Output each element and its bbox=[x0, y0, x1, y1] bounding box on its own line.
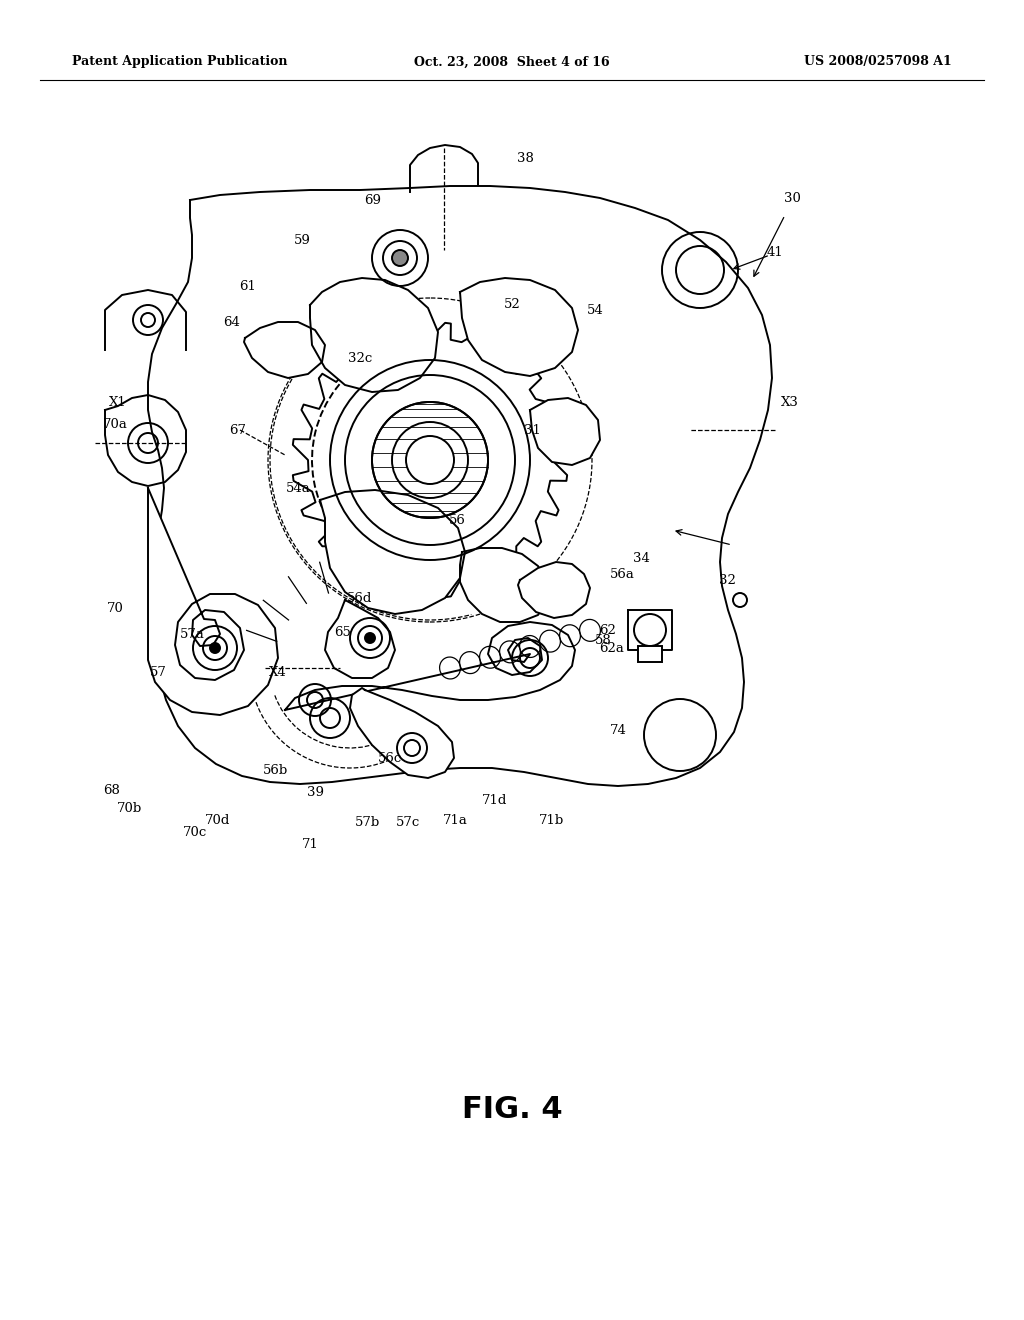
Polygon shape bbox=[460, 279, 578, 376]
Circle shape bbox=[392, 249, 408, 267]
Text: 70b: 70b bbox=[118, 801, 142, 814]
Text: 67: 67 bbox=[229, 424, 247, 437]
Polygon shape bbox=[518, 562, 590, 618]
Text: 54a: 54a bbox=[286, 482, 310, 495]
Polygon shape bbox=[319, 490, 465, 614]
Polygon shape bbox=[148, 488, 278, 715]
Text: 52: 52 bbox=[504, 298, 520, 312]
Text: 70d: 70d bbox=[206, 813, 230, 826]
Bar bbox=[638, 645, 662, 663]
Text: X1: X1 bbox=[110, 396, 127, 409]
Text: Patent Application Publication: Patent Application Publication bbox=[72, 55, 288, 69]
Text: 71d: 71d bbox=[482, 793, 508, 807]
Text: 41: 41 bbox=[767, 246, 783, 259]
Polygon shape bbox=[148, 186, 772, 785]
Text: 34: 34 bbox=[633, 552, 650, 565]
Text: 32: 32 bbox=[719, 573, 735, 586]
Polygon shape bbox=[244, 322, 325, 378]
Text: 56a: 56a bbox=[609, 569, 635, 582]
Text: 58: 58 bbox=[595, 634, 611, 647]
Text: 70a: 70a bbox=[102, 418, 127, 432]
Text: 65: 65 bbox=[335, 626, 351, 639]
Text: 54: 54 bbox=[587, 304, 603, 317]
Text: 69: 69 bbox=[365, 194, 382, 206]
Text: 71: 71 bbox=[301, 838, 318, 851]
Text: 64: 64 bbox=[223, 315, 241, 329]
Text: 32c: 32c bbox=[348, 351, 372, 364]
Circle shape bbox=[372, 403, 488, 517]
Text: 74: 74 bbox=[609, 723, 627, 737]
Text: 71a: 71a bbox=[442, 813, 467, 826]
Text: 71b: 71b bbox=[540, 813, 564, 826]
Text: 68: 68 bbox=[103, 784, 121, 796]
Text: 57c: 57c bbox=[396, 816, 420, 829]
Text: 39: 39 bbox=[306, 785, 324, 799]
Polygon shape bbox=[530, 399, 600, 465]
Text: 70: 70 bbox=[106, 602, 124, 615]
Text: US 2008/0257098 A1: US 2008/0257098 A1 bbox=[804, 55, 952, 69]
Text: 61: 61 bbox=[240, 280, 256, 293]
Text: 56: 56 bbox=[449, 513, 466, 527]
Text: X3: X3 bbox=[781, 396, 799, 408]
Polygon shape bbox=[460, 548, 548, 622]
Polygon shape bbox=[285, 622, 575, 710]
Text: X4: X4 bbox=[269, 665, 287, 678]
Text: 62: 62 bbox=[600, 623, 616, 636]
Text: 57a: 57a bbox=[179, 628, 205, 642]
Polygon shape bbox=[350, 688, 454, 777]
Text: 56c: 56c bbox=[378, 751, 402, 764]
Text: 56d: 56d bbox=[347, 591, 373, 605]
Text: Oct. 23, 2008  Sheet 4 of 16: Oct. 23, 2008 Sheet 4 of 16 bbox=[414, 55, 610, 69]
Polygon shape bbox=[310, 279, 438, 392]
Text: 31: 31 bbox=[523, 424, 541, 437]
Text: 59: 59 bbox=[294, 234, 310, 247]
Circle shape bbox=[210, 643, 220, 653]
Text: 70c: 70c bbox=[183, 825, 207, 838]
Polygon shape bbox=[325, 601, 395, 678]
Text: 57: 57 bbox=[150, 665, 167, 678]
Text: 62a: 62a bbox=[600, 642, 625, 655]
Text: 56b: 56b bbox=[262, 763, 288, 776]
Polygon shape bbox=[628, 610, 672, 649]
Circle shape bbox=[365, 634, 375, 643]
Text: FIG. 4: FIG. 4 bbox=[462, 1096, 562, 1125]
Circle shape bbox=[406, 436, 454, 484]
Text: 57b: 57b bbox=[355, 816, 381, 829]
Text: 30: 30 bbox=[783, 191, 801, 205]
Polygon shape bbox=[293, 323, 567, 597]
Text: 38: 38 bbox=[516, 152, 534, 165]
